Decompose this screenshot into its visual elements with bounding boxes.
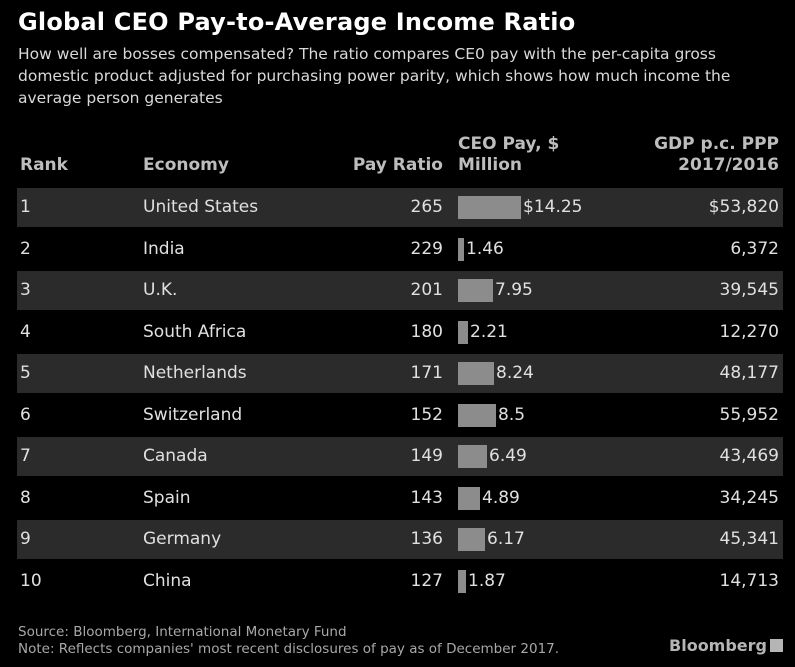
pay-ratio-cell: 229 bbox=[410, 238, 443, 259]
chart-title: Global CEO Pay-to-Average Income Ratio bbox=[18, 8, 576, 36]
ceo-pay-bar bbox=[458, 445, 487, 468]
gdp-cell: 55,952 bbox=[719, 404, 779, 425]
chart-subtitle: How well are bosses compensated? The rat… bbox=[18, 45, 731, 107]
rank-cell: 6 bbox=[20, 404, 31, 425]
table-row: 4 South Africa 180 2.21 12,270 bbox=[17, 313, 783, 352]
pay-ratio-cell: 171 bbox=[410, 363, 443, 383]
table-row: 1 United States 265 $14.25 $53,820 bbox=[17, 188, 783, 227]
rank-cell: 10 bbox=[20, 570, 42, 591]
pay-ratio-cell: 136 bbox=[410, 529, 443, 549]
economy-cell: India bbox=[143, 238, 185, 259]
header-economy: Economy bbox=[143, 155, 229, 175]
source-note: Source: Bloomberg, International Monetar… bbox=[18, 624, 347, 640]
bloomberg-terminal-icon bbox=[770, 639, 783, 652]
rank-cell: 9 bbox=[20, 529, 31, 549]
gdp-cell: 14,713 bbox=[719, 570, 779, 591]
rank-cell: 7 bbox=[20, 446, 31, 466]
gdp-cell: 43,469 bbox=[719, 446, 779, 466]
gdp-cell: 6,372 bbox=[730, 238, 779, 259]
economy-cell: Canada bbox=[143, 446, 208, 466]
economy-cell: South Africa bbox=[143, 321, 247, 342]
header-gdp: GDP p.c. PPP 2017/2016 bbox=[654, 134, 779, 176]
ceo-pay-bar bbox=[458, 279, 493, 302]
table-row: 9 Germany 136 6.17 45,341 bbox=[17, 520, 783, 559]
rank-cell: 5 bbox=[20, 363, 31, 383]
economy-cell: Switzerland bbox=[143, 404, 243, 425]
economy-cell: U.K. bbox=[143, 280, 178, 300]
economy-cell: Germany bbox=[143, 529, 222, 549]
footnote: Note: Reflects companies' most recent di… bbox=[18, 641, 560, 657]
ceo-pay-label: 4.89 bbox=[482, 487, 520, 508]
bloomberg-logo: Bloomberg bbox=[669, 636, 783, 655]
table-row: 2 India 229 1.46 6,372 bbox=[17, 230, 783, 269]
pay-ratio-cell: 127 bbox=[410, 570, 443, 591]
header-rank: Rank bbox=[20, 155, 68, 175]
gdp-cell: 48,177 bbox=[719, 363, 779, 383]
ceo-pay-label: $14.25 bbox=[523, 197, 583, 217]
economy-cell: Netherlands bbox=[143, 363, 247, 383]
pay-ratio-cell: 265 bbox=[410, 197, 443, 217]
rank-cell: 1 bbox=[20, 197, 31, 217]
table-row: 6 Switzerland 152 8.5 55,952 bbox=[17, 396, 783, 435]
table-row: 8 Spain 143 4.89 34,245 bbox=[17, 479, 783, 518]
table-row: 10 China 127 1.87 14,713 bbox=[17, 562, 783, 601]
header-ceo-pay-line2: Million bbox=[458, 155, 523, 175]
economy-cell: Spain bbox=[143, 487, 191, 508]
ceo-pay-label: 2.21 bbox=[470, 321, 508, 342]
gdp-cell: 12,270 bbox=[719, 321, 779, 342]
gdp-cell: $53,820 bbox=[708, 197, 779, 217]
gdp-cell: 45,341 bbox=[719, 529, 779, 549]
brand-label: Bloomberg bbox=[669, 636, 767, 655]
rank-cell: 2 bbox=[20, 238, 31, 259]
ceo-pay-label: 6.49 bbox=[489, 446, 527, 466]
ceo-pay-label: 7.95 bbox=[495, 280, 533, 300]
header-pay-ratio: Pay Ratio bbox=[352, 155, 443, 175]
ceo-pay-bar bbox=[458, 320, 468, 344]
rank-cell: 4 bbox=[20, 321, 31, 342]
header-gdp-line1: GDP p.c. PPP bbox=[654, 134, 779, 154]
economy-cell: United States bbox=[143, 197, 259, 217]
ceo-pay-bar bbox=[458, 569, 466, 593]
table-row: 5 Netherlands 171 8.24 48,177 bbox=[17, 354, 783, 393]
header-gdp-line2: 2017/2016 bbox=[678, 155, 779, 175]
header-ceo-pay: CEO Pay, $ Million bbox=[458, 134, 559, 176]
table-row: 7 Canada 149 6.49 43,469 bbox=[17, 437, 783, 476]
rank-cell: 3 bbox=[20, 280, 31, 300]
ceo-pay-label: 8.24 bbox=[496, 363, 534, 383]
ceo-pay-label: 6.17 bbox=[487, 529, 525, 549]
pay-ratio-cell: 143 bbox=[410, 487, 443, 508]
ceo-pay-bar bbox=[458, 362, 494, 385]
ceo-pay-label: 1.46 bbox=[466, 238, 504, 259]
ceo-pay-label: 1.87 bbox=[468, 570, 506, 591]
rank-cell: 8 bbox=[20, 487, 31, 508]
ceo-pay-label: 8.5 bbox=[498, 404, 526, 425]
header-ceo-pay-line1: CEO Pay, $ bbox=[458, 134, 560, 154]
ceo-pay-bar bbox=[458, 403, 496, 427]
pay-ratio-cell: 201 bbox=[410, 280, 443, 300]
gdp-cell: 34,245 bbox=[719, 487, 779, 508]
ceo-pay-bar bbox=[458, 528, 485, 551]
table-row: 3 U.K. 201 7.95 39,545 bbox=[17, 271, 783, 310]
pay-ratio-cell: 152 bbox=[410, 404, 443, 425]
ceo-pay-bar bbox=[458, 196, 521, 219]
economy-cell: China bbox=[143, 570, 192, 591]
ceo-pay-bar bbox=[458, 237, 464, 261]
pay-ratio-cell: 149 bbox=[410, 446, 443, 466]
gdp-cell: 39,545 bbox=[719, 280, 779, 300]
ceo-pay-bar bbox=[458, 486, 480, 510]
pay-ratio-cell: 180 bbox=[410, 321, 443, 342]
